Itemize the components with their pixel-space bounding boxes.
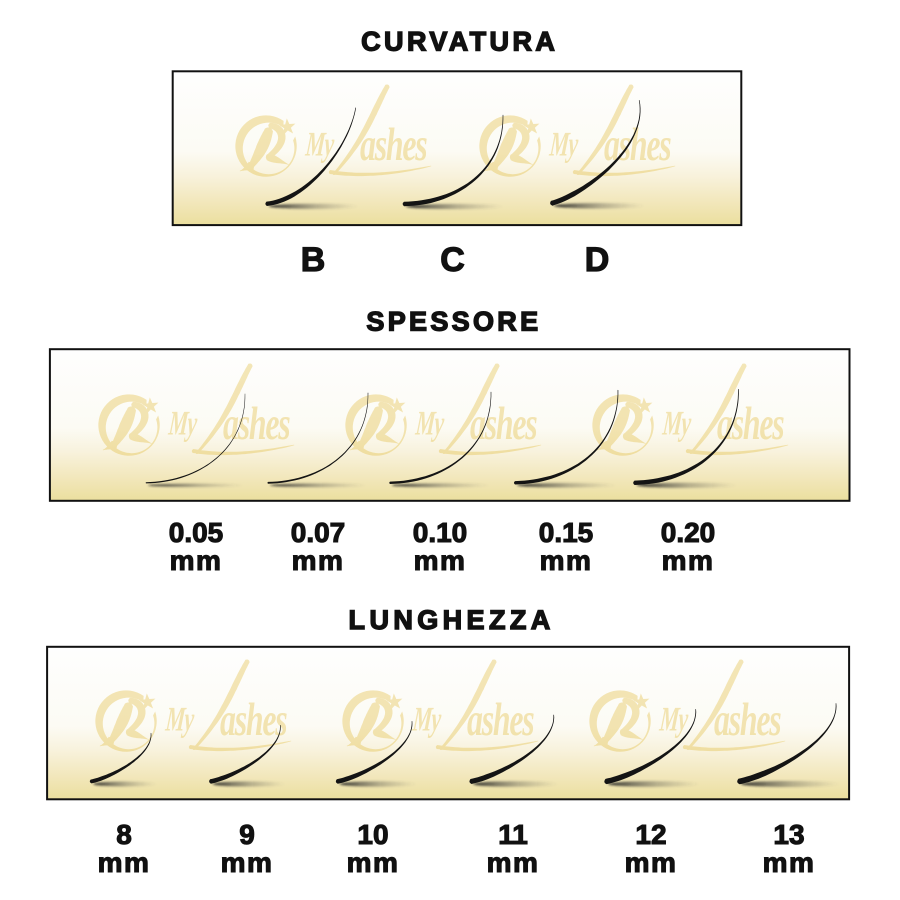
svg-text:mm: mm [625,847,678,878]
svg-text:11: 11 [498,819,528,850]
svg-text:0.15: 0.15 [539,517,594,548]
svg-text:mm: mm [662,545,715,576]
svg-text:C: C [440,241,465,279]
svg-text:12: 12 [635,819,666,850]
svg-text:B: B [301,241,326,279]
svg-text:0.07: 0.07 [291,517,346,548]
svg-text:CURVATURA: CURVATURA [361,27,558,57]
svg-text:mm: mm [763,847,816,878]
svg-text:0.10: 0.10 [413,517,468,548]
svg-text:mm: mm [540,545,593,576]
svg-text:0.05: 0.05 [169,517,224,548]
svg-text:mm: mm [347,847,400,878]
svg-text:0.20: 0.20 [661,517,716,548]
svg-text:mm: mm [221,847,274,878]
svg-text:mm: mm [487,847,540,878]
svg-text:10: 10 [357,819,388,850]
svg-text:13: 13 [773,819,804,850]
svg-text:LUNGHEZZA: LUNGHEZZA [349,605,555,635]
svg-text:SPESSORE: SPESSORE [366,307,541,337]
svg-text:8: 8 [116,819,132,850]
svg-text:mm: mm [98,847,151,878]
svg-text:mm: mm [292,545,345,576]
svg-text:9: 9 [239,819,255,850]
svg-text:D: D [585,241,610,279]
svg-text:mm: mm [170,545,223,576]
svg-text:mm: mm [414,545,467,576]
